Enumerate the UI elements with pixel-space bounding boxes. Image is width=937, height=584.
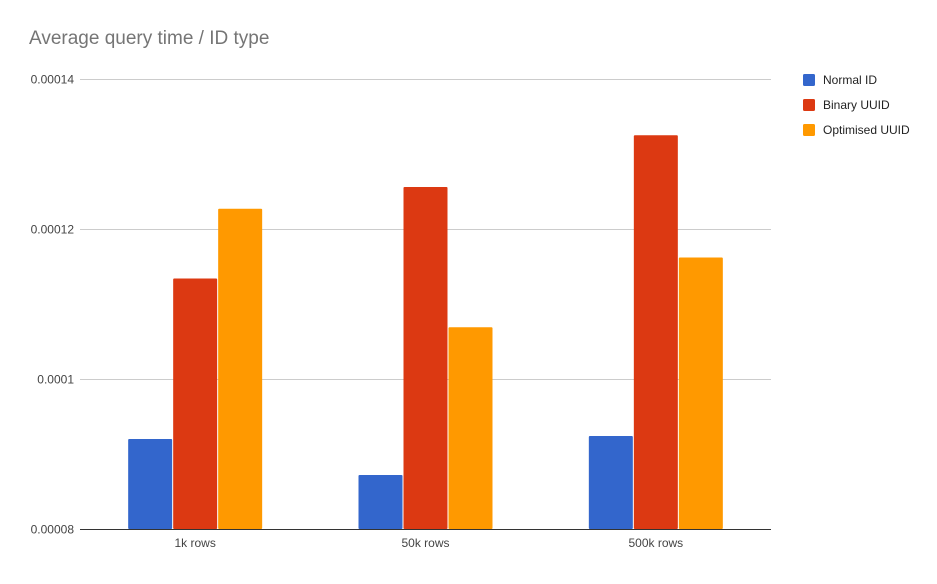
legend-label: Binary UUID (823, 98, 890, 112)
legend-label: Optimised UUID (823, 123, 910, 137)
x-tick-label: 1k rows (174, 536, 215, 550)
legend-item: Normal ID (803, 73, 877, 87)
bar-optimised-uuid (218, 208, 263, 529)
x-tick-label: 500k rows (628, 536, 683, 550)
y-tick-label: 0.00008 (31, 523, 75, 537)
bar-normal-id (128, 439, 173, 529)
y-tick-label: 0.00014 (31, 73, 75, 87)
legend-swatch (803, 99, 815, 111)
bar-binary-uuid (403, 187, 448, 529)
bar-normal-id (588, 436, 633, 529)
chart-title: Average query time / ID type (29, 28, 270, 49)
bar-optimised-uuid (678, 257, 723, 529)
legend-item: Binary UUID (803, 98, 890, 112)
legend-swatch (803, 124, 815, 136)
bar-optimised-uuid (448, 327, 493, 529)
x-tick-label: 50k rows (401, 536, 449, 550)
legend-item: Optimised UUID (803, 123, 910, 137)
legend-label: Normal ID (823, 73, 877, 87)
legend: Normal ID Binary UUID Optimised UUID (803, 73, 910, 137)
bar-normal-id (358, 475, 403, 529)
y-tick-label: 0.00012 (31, 223, 75, 237)
y-tick-label: 0.0001 (37, 373, 74, 387)
bars (128, 135, 723, 529)
bar-binary-uuid (633, 135, 678, 529)
legend-swatch (803, 74, 815, 86)
bar-binary-uuid (173, 278, 218, 529)
